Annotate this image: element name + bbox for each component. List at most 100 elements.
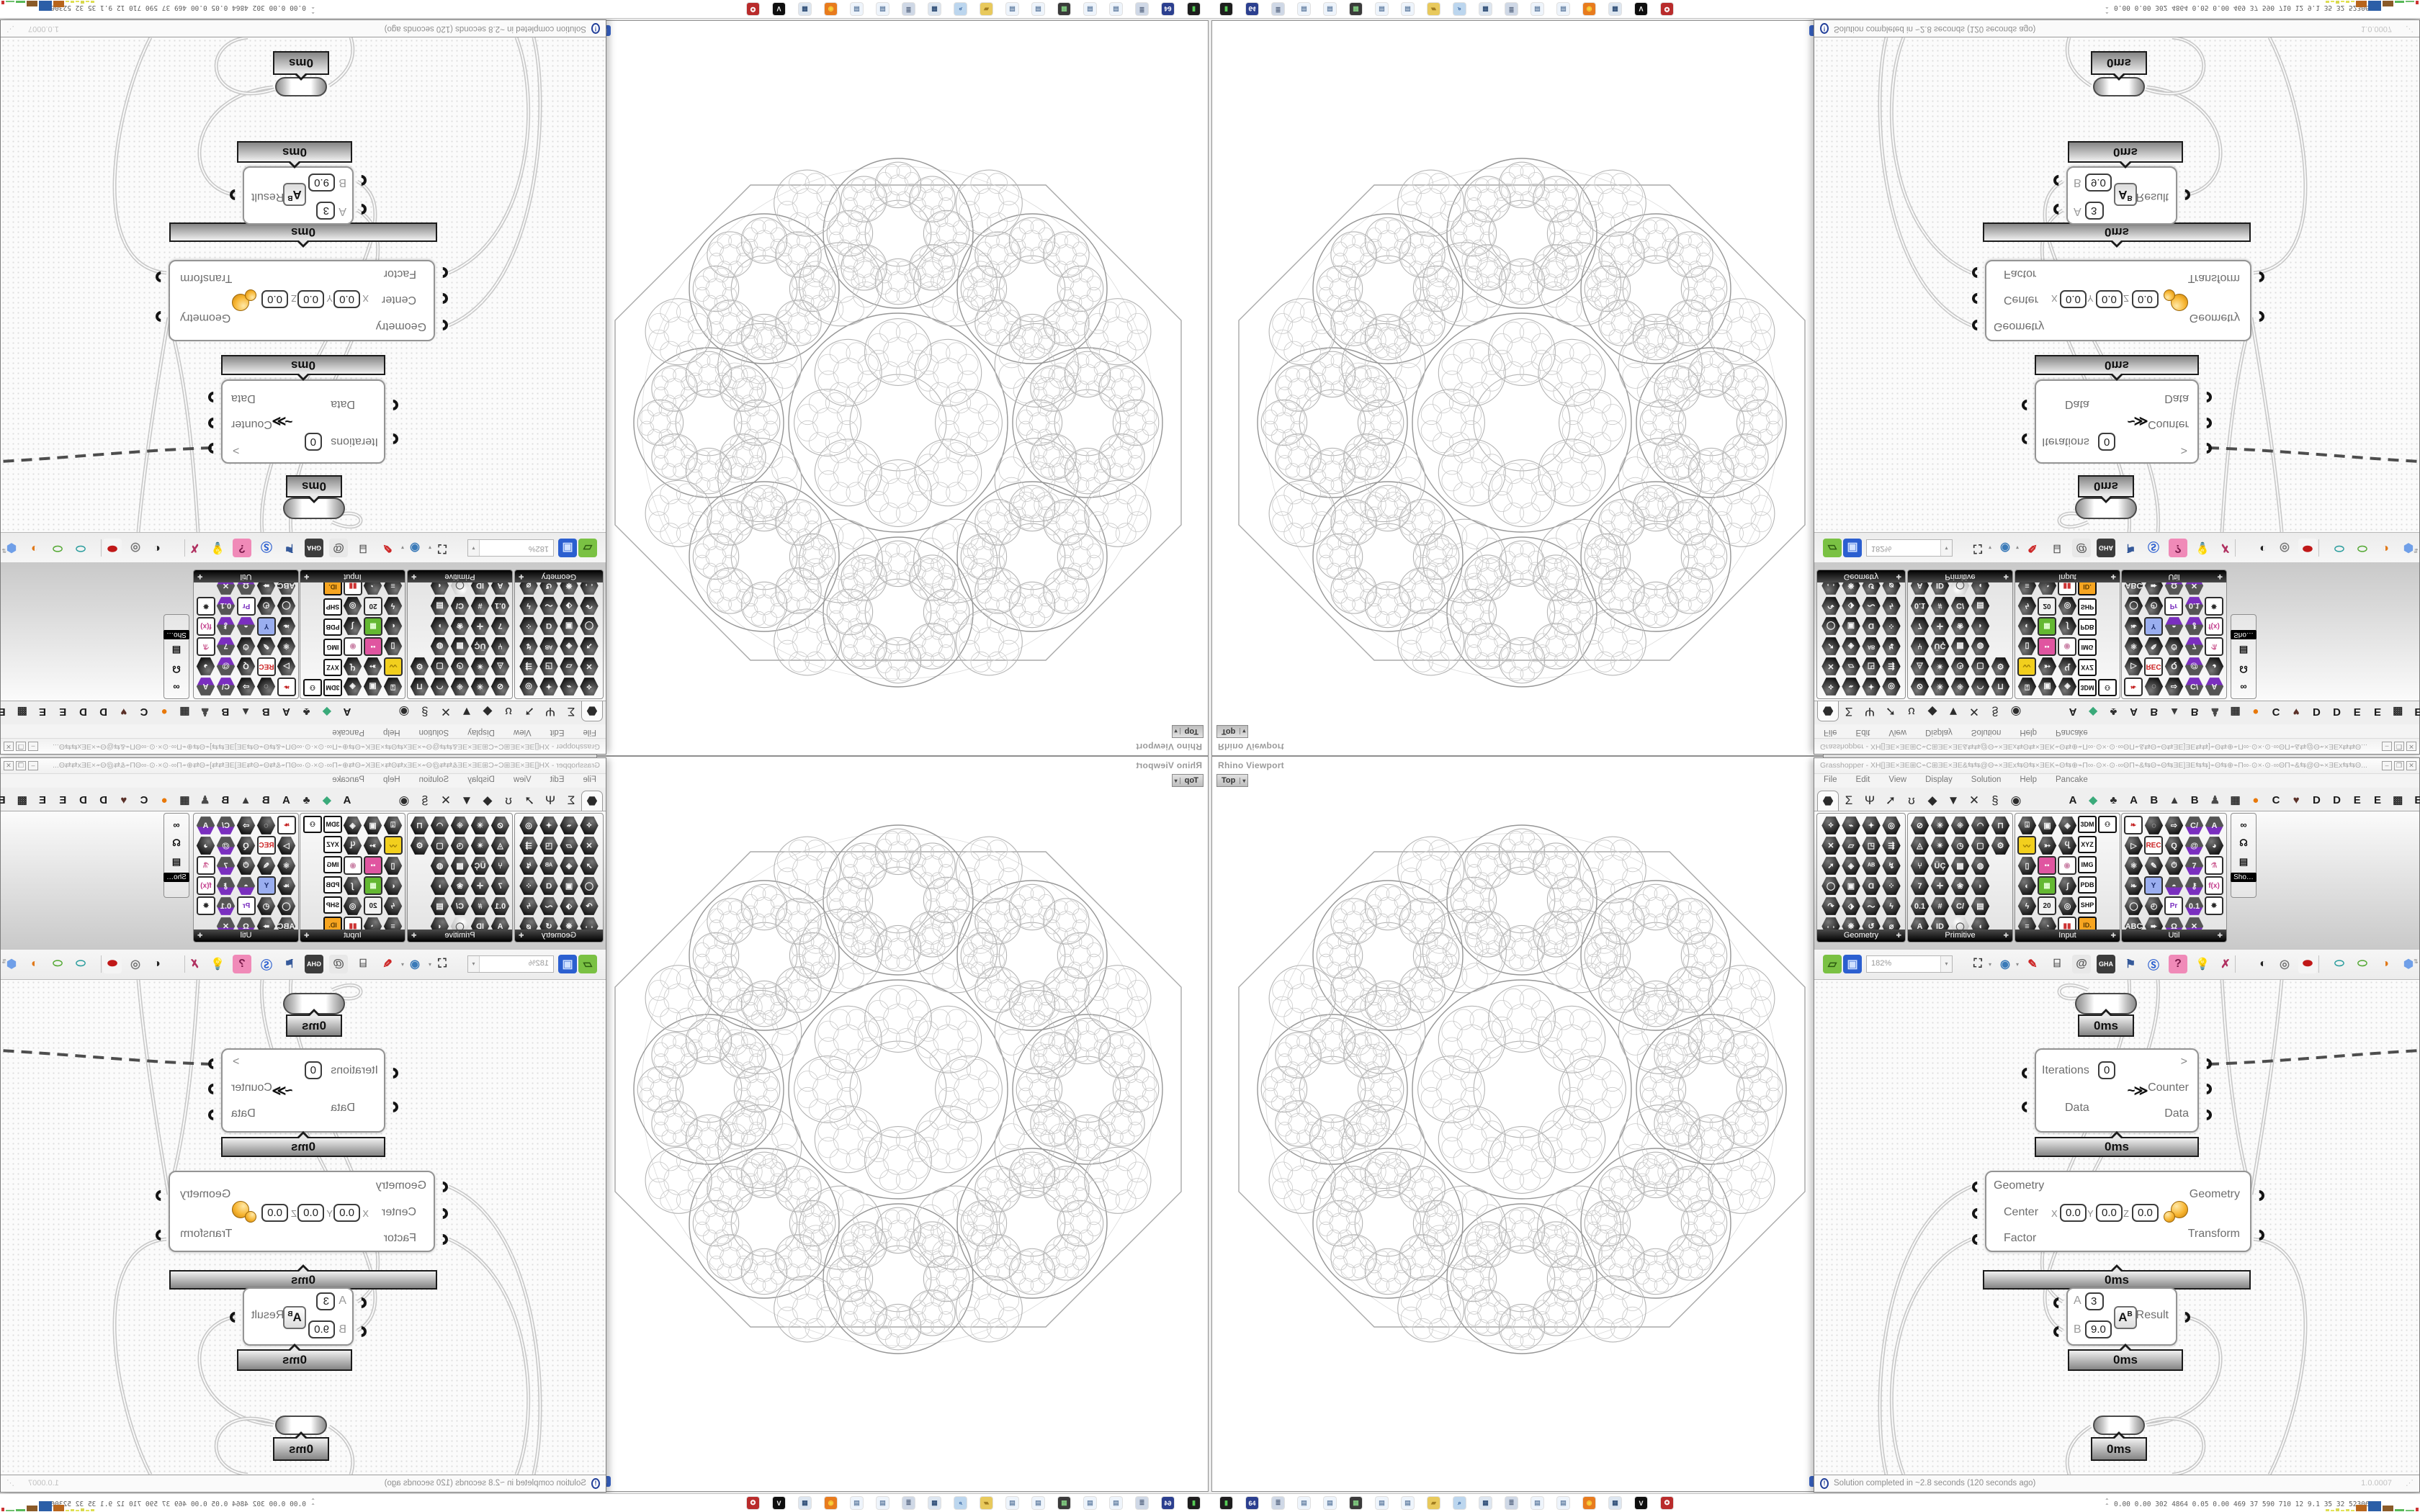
component-icon[interactable]: ◴ <box>2144 596 2164 616</box>
menu-file[interactable]: File <box>583 775 596 784</box>
component-icon[interactable]: ∫ <box>343 616 362 636</box>
chevron-down-icon[interactable]: ▾ <box>428 961 431 968</box>
component-icon[interactable]: ▤ <box>430 596 449 616</box>
toolbar-scroll-icon[interactable]: ⇅ <box>1 547 6 554</box>
component-icon[interactable]: ⊓ <box>410 677 429 696</box>
tab-plugin-6[interactable]: B <box>221 794 230 806</box>
component-icon[interactable]: ▣ <box>363 677 382 696</box>
palette-label-primitive[interactable]: Primitive ✚ <box>1908 930 2012 942</box>
component-icon[interactable]: A <box>196 816 215 835</box>
scroll-doc-icon[interactable]: ≣ <box>1505 3 1518 15</box>
tab-plugin-16[interactable]: ▩ <box>17 706 27 718</box>
component-icon[interactable]: ☊ <box>172 837 181 848</box>
sketch-pen-icon[interactable]: ✎ <box>382 958 393 971</box>
menu-view[interactable]: View <box>513 775 532 784</box>
b-value[interactable]: 9.0 <box>308 174 335 192</box>
component-icon[interactable]: ϟ <box>519 896 539 916</box>
iterations-value[interactable]: 0 <box>2098 1061 2116 1079</box>
tab-plugin-8[interactable]: ▦ <box>2230 794 2241 806</box>
sketch-pen-icon[interactable]: ✎ <box>2027 958 2038 971</box>
component-icon[interactable]: ◌ <box>256 816 276 835</box>
component-icon[interactable]: ◗ <box>1971 616 1990 636</box>
minimize-button[interactable]: – <box>2382 742 2392 751</box>
tab-plugin-11[interactable]: ♥ <box>120 706 127 718</box>
tab-plugin-7[interactable]: ♟ <box>2210 706 2220 718</box>
component-icon[interactable]: ❧ <box>277 678 296 696</box>
component-icon[interactable]: ◐ <box>2017 877 2037 895</box>
chevron-down-icon[interactable]: ▾ <box>400 961 404 968</box>
palette-expand-icon[interactable]: ✚ <box>304 573 310 580</box>
wire-cylinder-icon[interactable]: ◎ <box>2280 541 2290 554</box>
wolf-icon[interactable]: V <box>1635 3 1647 15</box>
component-icon-xyz[interactable]: XYZ <box>323 836 342 853</box>
open-folder-icon[interactable]: ▱ <box>578 955 597 973</box>
bulb-icon[interactable]: 💡 <box>2195 958 2210 971</box>
tab-maths[interactable]: Σ <box>1845 793 1853 807</box>
component-icon[interactable]: Ɑ <box>539 876 559 896</box>
palette-expand-icon[interactable]: ✚ <box>2110 932 2116 939</box>
component-icon[interactable]: C/ <box>450 896 470 916</box>
component-icon[interactable]: ➚ <box>1821 636 1841 656</box>
maximize-button[interactable]: ❒ <box>2394 761 2404 770</box>
center-y-value[interactable]: 0.0 <box>2096 1204 2123 1222</box>
palette-expand-icon[interactable]: ✚ <box>519 573 524 580</box>
tab-plugin-12[interactable]: D <box>2312 706 2321 718</box>
menu-solution[interactable]: Solution <box>1971 728 2002 737</box>
component-icon[interactable]: ✦ <box>539 677 559 696</box>
minimize-button[interactable]: – <box>28 761 38 770</box>
component-icon[interactable]: ⇨ <box>236 677 256 696</box>
tab-mesh[interactable]: ▼ <box>460 705 473 719</box>
component-icon[interactable]: ⚛ <box>2124 636 2143 656</box>
tab-plugin-5[interactable]: ▲ <box>240 706 251 718</box>
pin-teal-icon[interactable]: ⬭ <box>76 958 86 970</box>
tab-plugin-14[interactable]: E <box>2353 706 2361 718</box>
component-icon[interactable]: f(x) <box>2205 617 2223 636</box>
component-icon[interactable]: ◯ <box>277 896 296 916</box>
tab-plugin-16[interactable]: ▩ <box>17 794 27 806</box>
component-icon[interactable]: ↷ <box>580 596 599 616</box>
component-icon[interactable]: # <box>470 596 490 616</box>
component-icon[interactable]: ▣ <box>1842 877 1860 895</box>
component-icon[interactable]: ⁜ <box>450 816 470 835</box>
chevron-down-icon[interactable]: ▾ <box>1940 956 1952 972</box>
folder-icon[interactable]: ▰ <box>980 1497 992 1509</box>
input-pin[interactable] <box>2053 1326 2059 1337</box>
tab-curve[interactable]: ʊ <box>1908 705 1915 719</box>
component-icon[interactable]: ⑂ <box>490 636 510 656</box>
component-icon[interactable]: ◗ <box>430 616 449 636</box>
bake-jar-icon[interactable]: ⌸ <box>359 542 367 554</box>
red-badge-icon[interactable]: ✪ <box>747 1497 759 1509</box>
component-icon[interactable]: ◬ <box>1910 837 1930 855</box>
component-icon[interactable]: ◓ <box>2164 616 2184 636</box>
component-icon[interactable]: ✳ <box>470 677 490 696</box>
component-icon[interactable]: ✦ <box>539 816 559 835</box>
component-icon[interactable]: ◕ <box>196 657 215 676</box>
folder-icon[interactable]: ▰ <box>980 3 992 15</box>
component-icon[interactable]: f(x) <box>197 617 215 636</box>
component-icon[interactable]: ❧ <box>2124 816 2143 834</box>
component-icon[interactable]: ◍ <box>430 636 449 656</box>
win64-floppy-icon[interactable]: 64 <box>1246 3 1258 15</box>
component-icon-3dm[interactable]: 3DM <box>323 816 342 833</box>
palette-expand-icon[interactable]: ✚ <box>197 932 203 939</box>
input-pin[interactable] <box>1972 1182 1978 1192</box>
component-icon-pdb[interactable]: PDB <box>323 618 342 636</box>
component-icon[interactable]: ✛ <box>1930 616 1950 636</box>
input-pin[interactable] <box>2022 1102 2027 1112</box>
component-icon[interactable]: ▷ <box>277 836 296 855</box>
component-icon-pdb[interactable]: PDB <box>2078 618 2097 636</box>
component-icon[interactable]: ✸ <box>2205 597 2223 616</box>
export-flag-icon[interactable]: ⚑ <box>284 958 295 971</box>
notepad-icon[interactable]: ▤ <box>1006 3 1018 15</box>
component-icon[interactable]: Pr <box>2164 896 2183 915</box>
gha-cloud-icon[interactable]: GHA <box>305 539 323 557</box>
menu-solution[interactable]: Solution <box>418 728 449 737</box>
component-icon[interactable]: ▢ <box>430 657 449 676</box>
component-icon[interactable]: ✕ <box>580 836 599 855</box>
component-icon[interactable]: ⚷ <box>2184 616 2204 636</box>
tab-params[interactable]: ⬣ <box>1817 701 1839 721</box>
gh-canvas[interactable]: 0ms Iterations 0 ~≫ Data > Counter Data <box>1 980 606 1475</box>
component-icon[interactable]: ➚ <box>580 636 599 656</box>
b-value[interactable]: 9.0 <box>308 1320 335 1338</box>
center-y-value[interactable]: 0.0 <box>297 290 324 308</box>
